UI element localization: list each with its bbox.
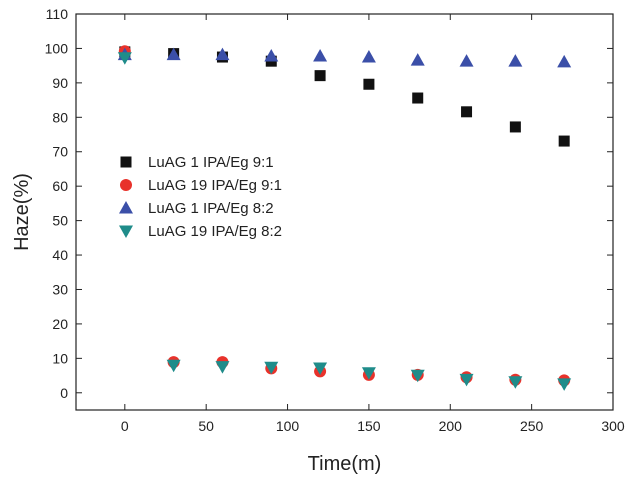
- data-points: [117, 45, 572, 391]
- y-tick-label: 80: [52, 109, 68, 125]
- data-point-series-3: [361, 50, 376, 63]
- legend-label-4: LuAG 19 IPA/Eg 8:2: [148, 223, 282, 240]
- y-tick-label: 30: [52, 281, 68, 297]
- data-point-series-4: [166, 359, 181, 373]
- legend-marker-2: [120, 179, 132, 191]
- y-tick-label: 40: [52, 247, 68, 263]
- y-tick-label: 60: [52, 178, 68, 194]
- data-point-series-1: [412, 92, 424, 104]
- data-point-series-3: [215, 47, 230, 61]
- x-tick-label: 200: [439, 418, 463, 434]
- data-point-series-4: [410, 369, 425, 383]
- x-tick-label: 0: [121, 418, 129, 434]
- y-tick-label: 10: [52, 350, 68, 366]
- data-point-series-4: [313, 362, 328, 375]
- data-point-series-3: [264, 49, 279, 62]
- data-point-series-4: [508, 376, 523, 389]
- data-point-series-4: [459, 373, 474, 387]
- data-point-series-4: [215, 361, 230, 374]
- x-axis-title: Time(m): [308, 453, 382, 475]
- y-tick-label: 110: [46, 6, 69, 22]
- data-point-series-1: [509, 121, 521, 133]
- data-point-series-1: [314, 70, 326, 82]
- y-tick-label: 70: [52, 144, 68, 160]
- data-point-series-3: [459, 54, 474, 67]
- x-tick-label: 100: [276, 418, 300, 434]
- data-point-series-3: [410, 53, 425, 66]
- x-tick-label: 300: [601, 418, 625, 434]
- legend-label-1: LuAG 1 IPA/Eg 9:1: [148, 154, 274, 171]
- x-tick-label: 250: [520, 418, 544, 434]
- axis-ticks: 0 50 100 150 200 250 300 0 10 20 30 40 50 60 70 80 90 100…: [45, 6, 625, 434]
- data-point-series-1: [363, 78, 375, 90]
- y-tick-label: 50: [52, 213, 68, 229]
- data-point-series-1: [461, 106, 473, 118]
- y-tick-label: 100: [45, 40, 69, 56]
- data-point-series-4: [557, 378, 572, 391]
- legend-label-3: LuAG 1 IPA/Eg 8:2: [148, 200, 274, 217]
- data-point-series-3: [557, 54, 572, 68]
- legend-label-2: LuAG 19 IPA/Eg 9:1: [148, 177, 282, 194]
- plot-area: [75, 13, 614, 411]
- legend-marker-3: [119, 201, 133, 214]
- x-tick-label: 150: [357, 418, 381, 434]
- y-tick-label: 90: [52, 75, 68, 91]
- data-point-series-4: [117, 52, 132, 65]
- data-point-series-4: [264, 361, 279, 375]
- legend-marker-1: [120, 156, 132, 168]
- data-point-series-4: [361, 367, 376, 380]
- legend: LuAG 1 IPA/Eg 9:1 LuAG 19 IPA/Eg 9:1 LuAG …: [119, 154, 282, 240]
- y-axis-title: Haze(%): [11, 173, 33, 251]
- y-tick-label: 20: [52, 316, 68, 332]
- data-point-series-3: [166, 47, 181, 61]
- y-tick-label: 0: [60, 385, 68, 401]
- x-tick-label: 50: [198, 418, 214, 434]
- data-point-series-3: [508, 54, 523, 67]
- legend-marker-4: [119, 225, 133, 238]
- data-point-series-1: [558, 135, 570, 147]
- data-point-series-3: [313, 49, 328, 62]
